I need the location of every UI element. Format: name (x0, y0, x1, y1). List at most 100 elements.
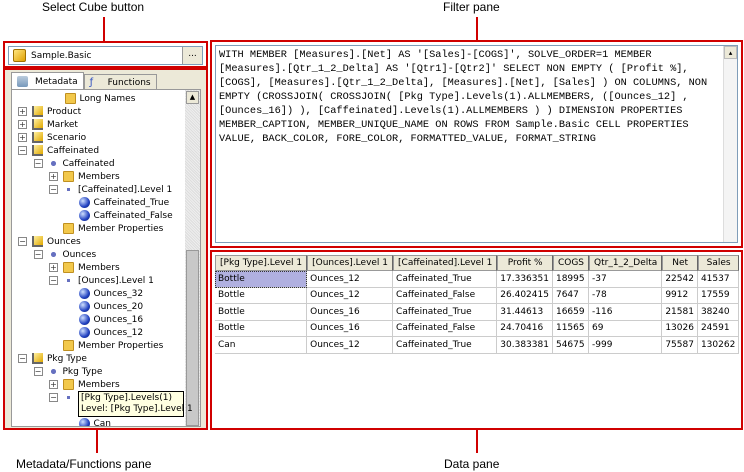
table-cell[interactable]: Caffeinated_True (393, 271, 498, 288)
column-header[interactable]: Profit % (497, 255, 553, 271)
table-cell[interactable]: Ounces_16 (307, 304, 394, 321)
table-cell[interactable]: -999 (589, 337, 663, 354)
tree-item[interactable]: Ounces_12 (65, 326, 143, 339)
table-cell[interactable]: 24.70416 (497, 320, 553, 337)
table-cell[interactable]: -37 (589, 271, 663, 288)
collapse-icon[interactable]: − (18, 354, 27, 363)
table-cell[interactable]: Ounces_12 (307, 287, 394, 304)
table-cell[interactable]: 26.402415 (497, 287, 553, 304)
tree-item[interactable]: + Scenario (18, 131, 86, 144)
table-cell[interactable]: 11565 (552, 320, 590, 337)
table-cell[interactable]: 69 (589, 320, 663, 337)
table-cell[interactable]: 130262 (697, 337, 740, 354)
expand-icon[interactable]: + (49, 263, 58, 272)
tree-item[interactable]: Member Properties (49, 339, 163, 352)
table-cell[interactable]: 54675 (552, 337, 590, 354)
column-header[interactable]: COGS (552, 255, 590, 271)
column-header[interactable]: Net (662, 255, 698, 271)
table-cell[interactable]: Caffeinated_True (393, 304, 498, 321)
browse-cube-button[interactable]: ... (182, 47, 202, 64)
table-cell[interactable]: 41537 (697, 271, 740, 288)
table-cell[interactable]: 13026 (662, 320, 698, 337)
tree-item[interactable]: Ounces_16 (65, 313, 143, 326)
table-cell[interactable]: 31.44613 (497, 304, 553, 321)
tree-item[interactable]: − (49, 391, 78, 404)
scrollbar-thumb[interactable] (186, 250, 199, 426)
table-cell[interactable]: Ounces_12 (307, 271, 394, 288)
collapse-icon[interactable]: − (33, 367, 43, 376)
tree-item[interactable]: − [Ounces].Level 1 (49, 274, 154, 287)
mdx-query-editor[interactable]: WITH MEMBER [Measures].[Net] AS '[Sales]… (215, 45, 738, 243)
tree-item[interactable]: Can (65, 417, 111, 426)
table-cell[interactable]: Caffeinated_False (393, 320, 498, 337)
table-cell[interactable]: Bottle (215, 304, 308, 321)
collapse-icon[interactable]: − (18, 146, 27, 155)
tree-item[interactable]: + Members (49, 170, 120, 183)
expand-icon[interactable]: + (18, 107, 27, 116)
tab-functions[interactable]: ƒ Functions (83, 74, 157, 90)
metadata-tree[interactable]: ▲ Long Names + Product + Market + Scenario − Caf… (11, 89, 201, 427)
tab-metadata[interactable]: Metadata (11, 72, 84, 90)
table-cell[interactable]: Bottle (215, 320, 308, 337)
table-cell[interactable]: 9912 (662, 287, 698, 304)
table-cell[interactable]: -78 (589, 287, 663, 304)
tree-item[interactable]: − Caffeinated (18, 144, 99, 157)
table-cell[interactable]: Ounces_16 (307, 320, 394, 337)
table-cell[interactable]: 24591 (697, 320, 740, 337)
scroll-up-arrow-icon[interactable]: ▲ (186, 91, 199, 104)
tree-item[interactable]: Ounces_32 (65, 287, 143, 300)
table-cell[interactable]: 16659 (552, 304, 590, 321)
tree-item[interactable]: − Caffeinated (33, 157, 115, 170)
table-cell[interactable]: 30.383381 (497, 337, 553, 354)
table-cell[interactable]: Caffeinated_False (393, 287, 498, 304)
collapse-icon[interactable]: − (49, 185, 58, 194)
table-cell[interactable]: 7647 (552, 287, 590, 304)
tree-item[interactable]: + Members (49, 378, 120, 391)
table-cell[interactable]: 38240 (697, 304, 740, 321)
tree-item[interactable]: + Market (18, 118, 78, 131)
tree-item[interactable]: − [Caffeinated].Level 1 (49, 183, 172, 196)
tree-item[interactable]: Caffeinated_False (65, 209, 173, 222)
tree-item[interactable]: − Ounces (33, 248, 96, 261)
tree-item[interactable]: Long Names (64, 92, 135, 105)
expand-icon[interactable]: + (18, 133, 27, 142)
vertical-scrollbar[interactable]: ▲ (723, 46, 737, 242)
collapse-icon[interactable]: − (33, 159, 43, 168)
collapse-icon[interactable]: − (18, 237, 27, 246)
table-cell[interactable]: 17559 (697, 287, 740, 304)
table-cell[interactable]: 21581 (662, 304, 698, 321)
table-cell[interactable]: 18995 (552, 271, 590, 288)
tree-item[interactable]: Caffeinated_True (65, 196, 169, 209)
select-cube-button[interactable]: Sample.Basic ... (8, 46, 203, 65)
table-cell[interactable]: Can (215, 337, 308, 354)
tree-item[interactable]: − Pkg Type (33, 365, 102, 378)
tree-item[interactable]: − Ounces (18, 235, 81, 248)
table-cell[interactable]: Ounces_12 (307, 337, 394, 354)
expand-icon[interactable]: + (18, 120, 27, 129)
tree-item[interactable]: − Pkg Type (18, 352, 87, 365)
tree-item[interactable]: + Members (49, 261, 120, 274)
table-cell[interactable]: Bottle (215, 271, 308, 288)
expand-icon[interactable]: + (49, 172, 58, 181)
collapse-icon[interactable]: − (49, 276, 58, 285)
table-cell[interactable]: 17.336351 (497, 271, 553, 288)
metadata-functions-pane: Metadata ƒ Functions ▲ Long Names + Product… (3, 68, 208, 430)
table-cell[interactable]: -116 (589, 304, 663, 321)
table-cell[interactable]: 75587 (662, 337, 698, 354)
column-header[interactable]: Qtr_1_2_Delta (589, 255, 663, 271)
expand-icon[interactable]: + (49, 380, 58, 389)
column-header[interactable]: Sales (697, 255, 740, 271)
collapse-icon[interactable]: − (49, 393, 58, 402)
collapse-icon[interactable]: − (33, 250, 43, 259)
column-header[interactable]: [Ounces].Level 1 (307, 255, 394, 271)
column-header[interactable]: [Pkg Type].Level 1 (215, 255, 308, 271)
tree-item[interactable]: Ounces_20 (65, 300, 143, 313)
scroll-up-arrow-icon[interactable]: ▲ (724, 46, 737, 59)
column-header[interactable]: [Caffeinated].Level 1 (393, 255, 498, 271)
table-cell[interactable]: Bottle (215, 287, 308, 304)
table-cell[interactable]: 22542 (662, 271, 698, 288)
vertical-scrollbar[interactable]: ▲ (185, 90, 200, 426)
tree-item[interactable]: Member Properties (49, 222, 163, 235)
tree-item[interactable]: + Product (18, 105, 81, 118)
table-cell[interactable]: Caffeinated_True (393, 337, 498, 354)
